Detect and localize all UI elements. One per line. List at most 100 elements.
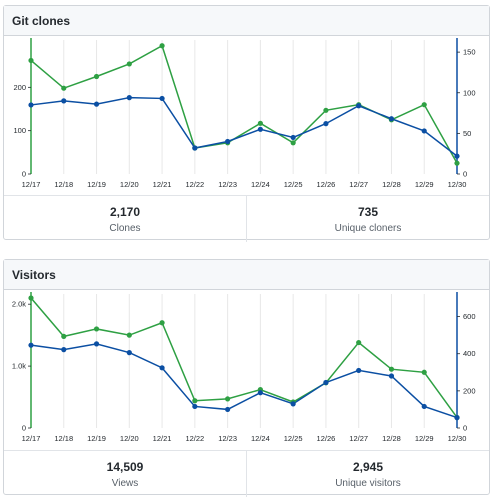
x-tick-label: 12/28	[382, 434, 401, 443]
visitors-data-point[interactable]	[356, 367, 362, 374]
unique-visitors-cell: 2,945 Unique visitors	[246, 451, 489, 497]
clones-data-point[interactable]	[126, 95, 132, 101]
x-tick-label: 12/24	[251, 434, 270, 443]
views-count-value: 14,509	[106, 460, 144, 474]
unique-visitors-label: Unique visitors	[335, 478, 401, 489]
git-clones-title: Git clones	[12, 13, 71, 28]
views-count-label: Views	[111, 478, 139, 489]
x-tick-label: 12/21	[153, 180, 172, 189]
clones-data-point[interactable]	[454, 153, 460, 159]
git-clones-summary: 2,170 Clones 735 Unique cloners	[4, 195, 489, 242]
x-tick-label: 12/22	[185, 434, 204, 443]
x-tick-label: 12/30	[448, 434, 467, 443]
clones-data-point[interactable]	[159, 43, 165, 49]
clones-data-point[interactable]	[28, 102, 34, 108]
visitors-data-point[interactable]	[28, 295, 34, 301]
visitors-data-point[interactable]	[93, 326, 100, 332]
x-tick-label: 12/19	[87, 180, 106, 189]
visitors-series-line-green	[30, 297, 458, 418]
x-tick-label: 12/20	[120, 434, 139, 443]
clones-data-point[interactable]	[388, 116, 395, 122]
left-tick-label: 1.0k	[12, 362, 26, 371]
right-tick-label: 400	[463, 349, 476, 358]
clones-data-point[interactable]	[323, 107, 329, 113]
visitors-series-line-blue	[30, 343, 458, 419]
visitors-data-point[interactable]	[421, 403, 427, 410]
x-tick-label: 12/24	[251, 180, 270, 189]
clones-data-point[interactable]	[356, 103, 362, 109]
clones-data-point[interactable]	[454, 160, 460, 166]
clones-data-point[interactable]	[421, 128, 427, 134]
visitors-data-point[interactable]	[356, 339, 362, 346]
x-tick-label: 12/29	[415, 434, 434, 443]
visitors-data-point[interactable]	[388, 366, 395, 372]
x-tick-label: 12/19	[87, 434, 106, 443]
clones-data-point[interactable]	[28, 57, 34, 64]
clones-data-point[interactable]	[323, 121, 329, 127]
right-tick-label: 150	[463, 48, 476, 57]
visitors-data-point[interactable]	[388, 373, 395, 379]
right-tick-label: 200	[463, 386, 476, 395]
visitors-data-point[interactable]	[225, 396, 231, 402]
git-clones-chart: 0 100 200 0 50 100 150 12/17 12/18 12/19 12/20 12/2…	[13, 38, 476, 189]
clones-data-point[interactable]	[93, 73, 100, 80]
x-tick-label: 12/17	[22, 434, 41, 443]
visitors-data-point[interactable]	[225, 406, 231, 413]
clones-data-point[interactable]	[126, 61, 132, 67]
visitors-data-point[interactable]	[257, 390, 263, 396]
clones-count-label: Clones	[109, 223, 141, 234]
git-clones-header: Git clones	[4, 6, 489, 36]
clones-data-point[interactable]	[421, 102, 427, 108]
x-tick-label: 12/26	[317, 434, 336, 443]
left-tick-label: 0	[22, 170, 26, 179]
x-tick-label: 12/25	[284, 434, 303, 443]
visitors-data-point[interactable]	[126, 332, 132, 338]
clones-data-point[interactable]	[290, 140, 296, 146]
clones-count-value: 2,170	[109, 205, 141, 219]
visitors-data-point[interactable]	[93, 341, 100, 347]
x-tick-label: 12/18	[54, 180, 73, 189]
visitors-data-point[interactable]	[192, 403, 198, 410]
clones-data-point[interactable]	[257, 126, 263, 132]
visitors-data-point[interactable]	[61, 333, 67, 339]
visitors-data-point[interactable]	[126, 350, 132, 356]
visitors-summary: 14,509 Views 2,945 Unique visitors	[4, 450, 489, 497]
visitors-data-point[interactable]	[421, 369, 427, 375]
right-tick-label: 100	[463, 88, 476, 97]
git-clones-panel: Git clones 0 100 200 0 50 100 150 12/17 12/18 12/…	[3, 5, 490, 242]
visitors-chart: 0 1.0k 2.0k 0 200 400 600 12/17 12/18 12/19 12/20 1…	[12, 292, 476, 443]
x-tick-label: 12/28	[382, 180, 401, 189]
clones-data-point[interactable]	[61, 98, 67, 104]
clones-series-line-blue	[30, 96, 458, 157]
x-tick-label: 12/27	[349, 180, 368, 189]
clones-data-point[interactable]	[192, 145, 198, 151]
unique-cloners-label: Unique cloners	[334, 223, 402, 234]
clones-data-point[interactable]	[159, 95, 165, 102]
clones-data-point[interactable]	[61, 85, 67, 91]
x-tick-label: 12/20	[120, 180, 139, 189]
right-tick-label: 0	[463, 170, 467, 179]
visitors-data-point[interactable]	[28, 342, 34, 348]
x-tick-label: 12/26	[317, 180, 336, 189]
visitors-data-point[interactable]	[159, 365, 165, 371]
right-tick-label: 600	[463, 312, 476, 321]
visitors-data-point[interactable]	[61, 347, 67, 353]
x-tick-label: 12/25	[284, 180, 303, 189]
visitors-data-point[interactable]	[159, 320, 165, 326]
x-tick-label: 12/29	[415, 180, 434, 189]
visitors-data-point[interactable]	[290, 401, 296, 407]
visitors-data-point[interactable]	[323, 379, 329, 386]
x-tick-label: 12/27	[349, 434, 368, 443]
right-tick-label: 50	[463, 129, 471, 138]
left-tick-label: 100	[13, 126, 26, 135]
visitors-data-point[interactable]	[454, 415, 460, 421]
left-tick-label: 200	[13, 83, 26, 92]
visitors-data-point[interactable]	[192, 398, 198, 404]
clones-data-point[interactable]	[290, 134, 296, 141]
clones-data-point[interactable]	[225, 138, 231, 145]
clones-data-point[interactable]	[93, 101, 100, 107]
x-tick-label: 12/23	[218, 180, 237, 189]
right-tick-label: 0	[463, 424, 467, 433]
x-tick-label: 12/18	[54, 434, 73, 443]
clones-data-point[interactable]	[257, 120, 263, 126]
